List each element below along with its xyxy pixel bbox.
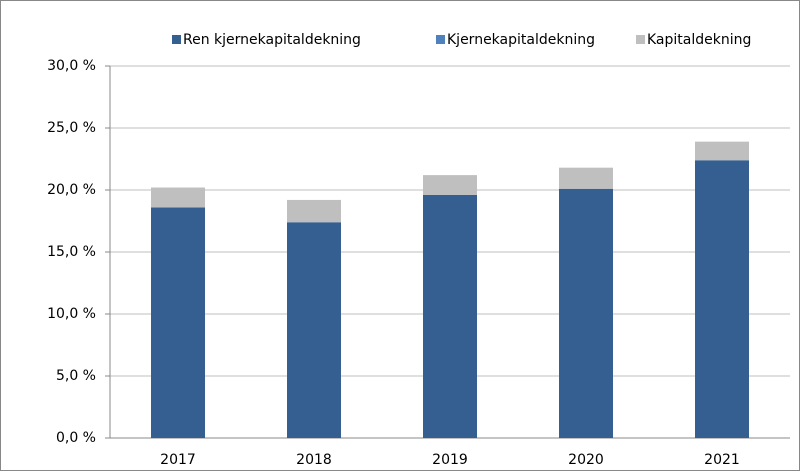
- x-tick-label: 2017: [160, 452, 196, 468]
- x-tick-label: 2019: [432, 452, 468, 468]
- y-tick-label: 10,0 %: [47, 306, 96, 322]
- bar-segment: [695, 141, 749, 161]
- legend-swatch: [172, 35, 181, 44]
- bar-segment: [423, 175, 477, 195]
- bar-segment: [287, 222, 341, 438]
- bar-segment: [151, 207, 205, 438]
- y-tick-label: 20,0 %: [47, 182, 96, 198]
- bar-segment: [287, 199, 341, 223]
- legend-label: Kapitaldekning: [647, 32, 751, 48]
- x-tick-label: 2020: [568, 452, 604, 468]
- bar-segment: [559, 188, 613, 438]
- x-tick-label: 2021: [704, 452, 740, 468]
- legend-swatch: [436, 35, 445, 44]
- bar-segment: [151, 187, 205, 208]
- legend-label: Kjernekapitaldekning: [447, 32, 595, 48]
- bar-segment: [695, 160, 749, 439]
- bar-segment: [423, 194, 477, 438]
- y-tick-label: 5,0 %: [56, 368, 96, 384]
- y-tick-label: 25,0 %: [47, 120, 96, 136]
- y-tick-label: 15,0 %: [47, 244, 96, 260]
- bar-segment: [559, 167, 613, 189]
- y-tick-label: 30,0 %: [47, 58, 96, 74]
- legend-label: Ren kjernekapitaldekning: [183, 32, 361, 48]
- y-tick-label: 0,0 %: [56, 430, 96, 446]
- legend-swatch: [636, 35, 645, 44]
- x-tick-label: 2018: [296, 452, 332, 468]
